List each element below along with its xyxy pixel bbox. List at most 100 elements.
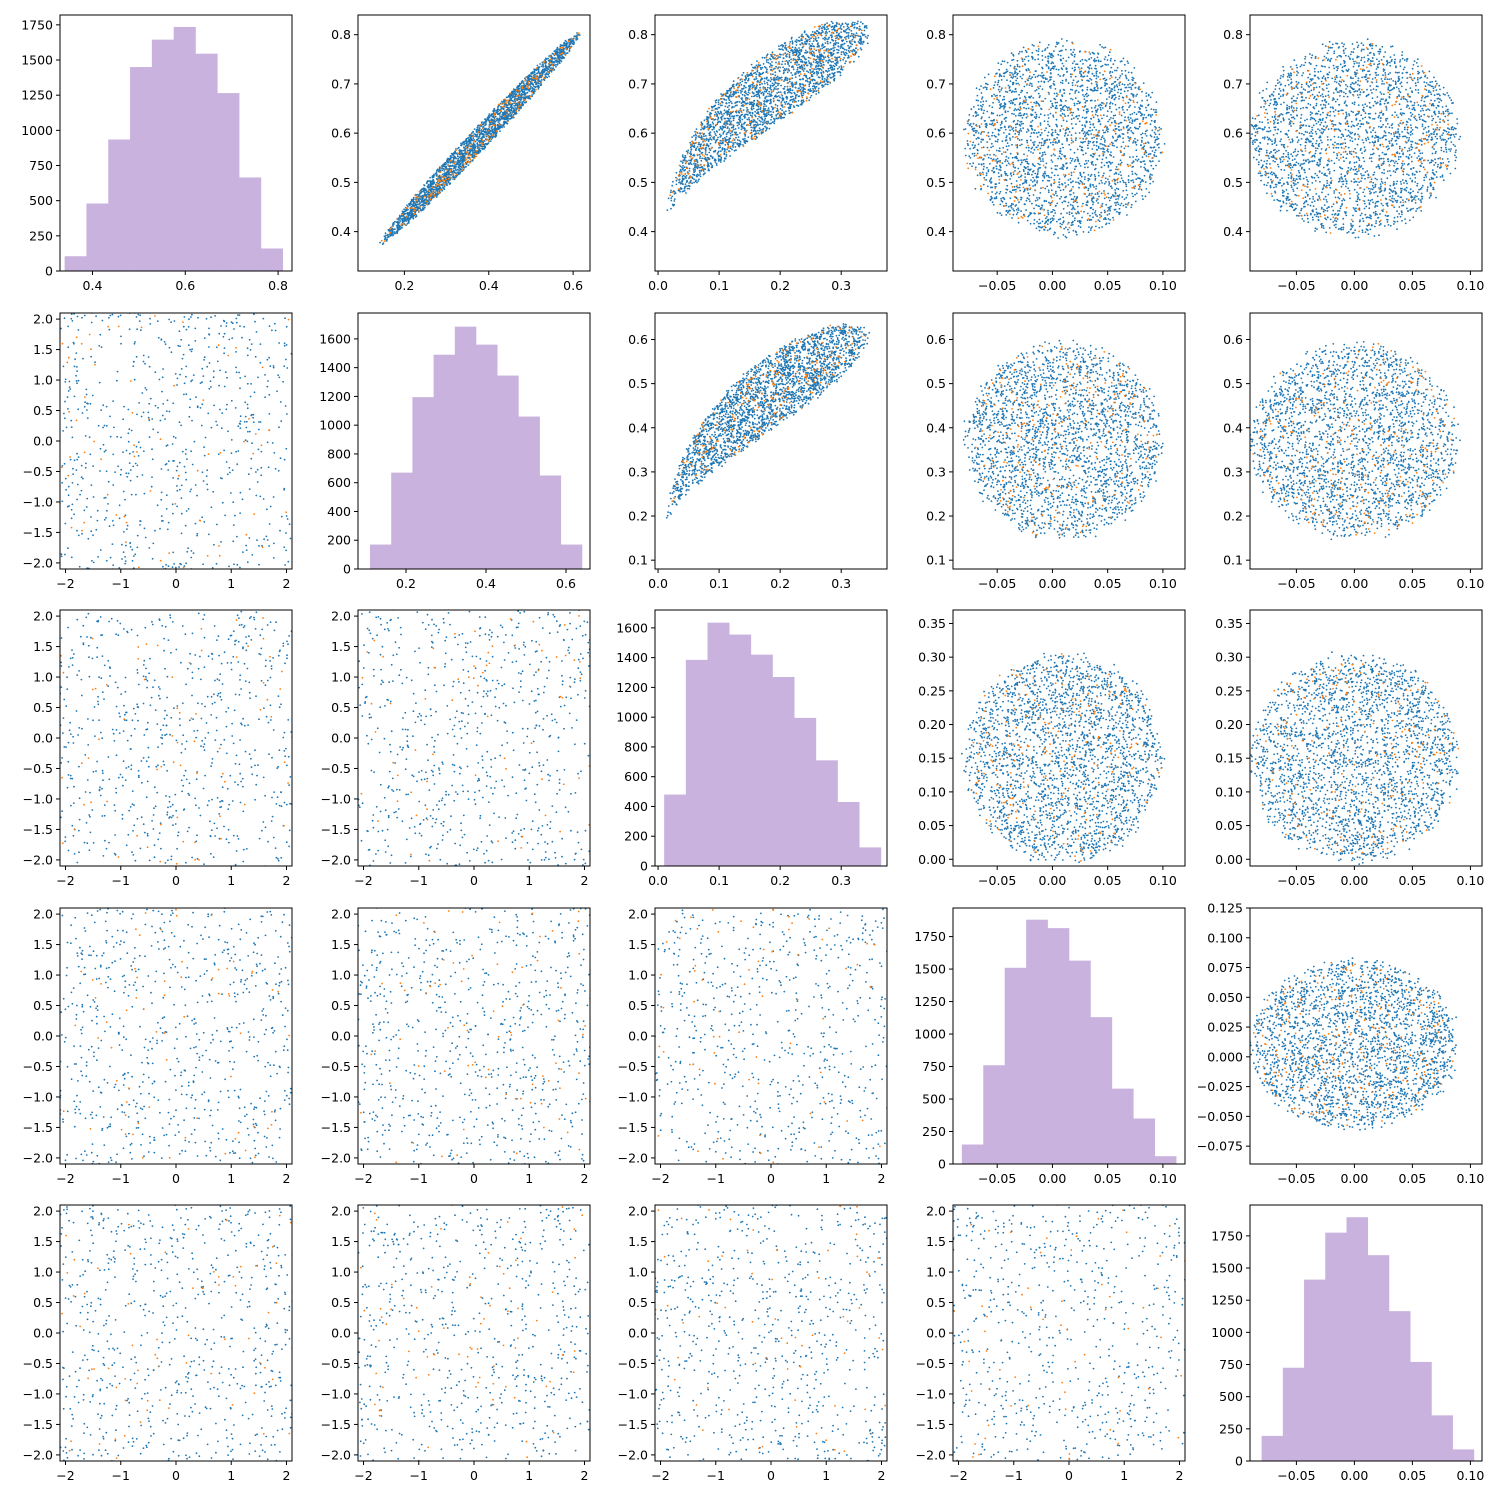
scatter-point bbox=[689, 170, 691, 172]
scatter-point bbox=[810, 97, 812, 99]
scatter-point bbox=[731, 131, 733, 133]
scatter-point bbox=[816, 65, 818, 67]
scatter-point bbox=[792, 42, 794, 44]
scatter-point bbox=[766, 78, 768, 80]
scatter-point bbox=[718, 101, 720, 103]
scatter-point bbox=[760, 79, 762, 81]
scatter-point bbox=[771, 79, 773, 81]
scatter-point bbox=[687, 151, 689, 153]
scatter-point bbox=[785, 70, 787, 72]
scatter-point bbox=[843, 30, 845, 32]
scatter-point-secondary bbox=[519, 109, 521, 111]
scatter-point bbox=[744, 114, 746, 116]
scatter-point bbox=[812, 31, 814, 33]
scatter-point-secondary bbox=[491, 134, 493, 136]
scatter-point bbox=[424, 193, 426, 195]
scatter-point bbox=[772, 107, 774, 109]
scatter-point bbox=[503, 123, 505, 125]
scatter-point bbox=[522, 91, 524, 93]
scatter-point bbox=[837, 68, 839, 70]
scatter-point bbox=[802, 60, 804, 62]
scatter-point bbox=[443, 168, 445, 170]
scatter-point bbox=[753, 72, 755, 74]
scatter-point bbox=[800, 59, 802, 61]
scatter-point bbox=[747, 94, 749, 96]
scatter-point bbox=[810, 69, 812, 71]
scatter-point bbox=[566, 52, 568, 54]
scatter-point-secondary bbox=[467, 153, 469, 155]
scatter-point bbox=[790, 72, 792, 74]
scatter-point bbox=[446, 183, 448, 185]
scatter-point bbox=[769, 103, 771, 105]
scatter-point bbox=[718, 147, 720, 149]
scatter-point-secondary bbox=[445, 179, 447, 181]
scatter-point-secondary bbox=[481, 144, 483, 146]
scatter-point bbox=[400, 228, 402, 230]
scatter-point bbox=[783, 117, 785, 119]
scatter-point bbox=[787, 63, 789, 65]
scatter-point bbox=[737, 125, 739, 127]
scatter-point bbox=[817, 42, 819, 44]
scatter-point bbox=[499, 130, 501, 132]
scatter-point bbox=[775, 115, 777, 117]
scatter-point bbox=[783, 80, 785, 82]
scatter-point bbox=[815, 39, 817, 41]
scatter-point bbox=[832, 26, 834, 28]
scatter-point bbox=[693, 143, 695, 145]
scatter-point bbox=[682, 161, 684, 163]
scatter-point bbox=[788, 113, 790, 115]
scatter-point bbox=[670, 200, 672, 202]
scatter-point bbox=[778, 61, 780, 63]
scatter-point bbox=[701, 121, 703, 123]
scatter-point bbox=[446, 172, 448, 174]
scatter-point bbox=[726, 149, 728, 151]
scatter-point bbox=[800, 79, 802, 81]
scatter-point bbox=[670, 190, 672, 192]
scatter-point bbox=[519, 85, 521, 87]
scatter-point bbox=[846, 41, 848, 43]
scatter-point bbox=[522, 101, 524, 103]
scatter-point bbox=[749, 112, 751, 114]
scatter-point bbox=[555, 64, 557, 66]
scatter-point bbox=[531, 75, 533, 77]
scatter-point bbox=[808, 84, 810, 86]
scatter-point bbox=[792, 96, 794, 98]
scatter-point bbox=[790, 106, 792, 108]
scatter-point bbox=[757, 130, 759, 132]
x-tick-label: 0.4 bbox=[83, 278, 103, 293]
scatter-point bbox=[765, 110, 767, 112]
scatter-point bbox=[778, 45, 780, 47]
scatter-point bbox=[785, 44, 787, 46]
scatter-point-secondary bbox=[543, 61, 545, 63]
scatter-point bbox=[831, 21, 833, 23]
scatter-point bbox=[840, 25, 842, 27]
scatter-point bbox=[542, 64, 544, 66]
scatter-point bbox=[809, 38, 811, 40]
scatter-point bbox=[809, 40, 811, 42]
scatter-point-secondary bbox=[550, 68, 552, 70]
scatter-point bbox=[752, 67, 754, 69]
scatter-point bbox=[786, 98, 788, 100]
scatter-point bbox=[479, 127, 481, 129]
scatter-point bbox=[442, 164, 444, 166]
scatter-point bbox=[842, 69, 844, 71]
scatter-point bbox=[804, 57, 806, 59]
scatter-point bbox=[759, 127, 761, 129]
scatter-point bbox=[738, 112, 740, 114]
scatter-point bbox=[735, 146, 737, 148]
scatter-point bbox=[429, 177, 431, 179]
scatter-point bbox=[824, 24, 826, 26]
scatter-point bbox=[540, 84, 542, 86]
scatter-point bbox=[402, 218, 404, 220]
scatter-point bbox=[741, 81, 743, 83]
scatter-point bbox=[498, 128, 500, 130]
scatter-point-secondary bbox=[419, 196, 421, 198]
scatter-point bbox=[815, 83, 817, 85]
scatter-point-secondary bbox=[406, 207, 408, 209]
scatter-point bbox=[688, 160, 690, 162]
scatter-point bbox=[772, 51, 774, 53]
scatter-point bbox=[830, 55, 832, 57]
scatter-point bbox=[864, 30, 866, 32]
scatter-point bbox=[837, 42, 839, 44]
scatter-point bbox=[556, 49, 558, 51]
